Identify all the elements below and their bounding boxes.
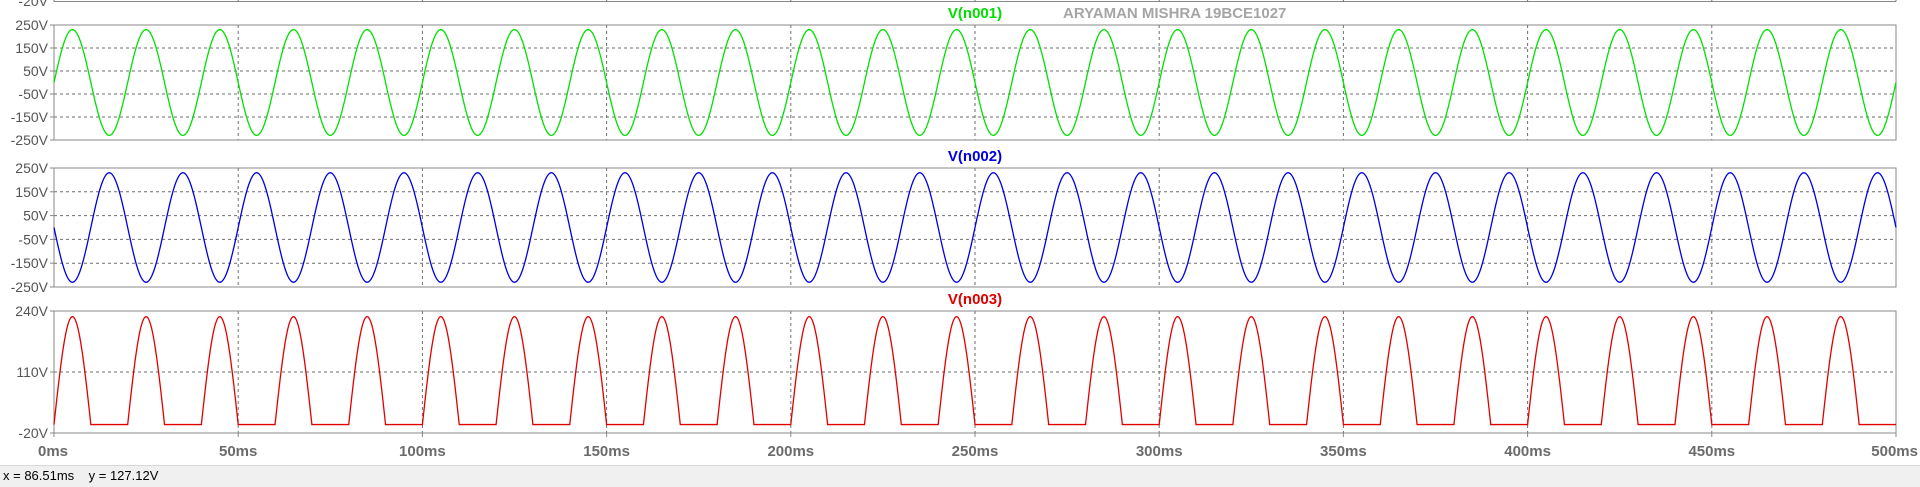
y-tick-label: 240V [15,303,48,319]
cursor-x-readout: x = 86.51ms [3,468,75,483]
y-tick-label: -250V [11,132,49,148]
trace-title[interactable]: V(n002) [948,148,1002,165]
y-tick-label: -150V [11,109,49,125]
plot-pane-2: 250V 150V 50V -50V -150V -250V V(n002) [11,148,1897,295]
series-line [53,28,1897,137]
y-tick-label: 150V [15,184,48,200]
watermark-text: ARYAMAN MISHRA 19BCE1027 [1063,5,1286,22]
status-bar: x = 86.51ms y = 127.12V [0,465,1920,487]
y-tick-label: -50V [18,86,48,102]
trace-title[interactable]: V(n001) [948,5,1002,22]
y-tick-label: 110V [16,364,48,380]
y-tick-label: 250V [15,160,48,176]
waveform-plot[interactable]: -20V 250V150V50V-50V-150V-250VV(n001)250… [0,0,1920,465]
x-tick-label: 50ms [219,443,257,460]
plot-pane-3: 240V 110V -20V V(n003) [15,291,1897,441]
y-tick-label: -20V [18,425,48,441]
y-tick-label: -250V [11,279,49,295]
y-tick-label: -150V [11,255,49,271]
x-tick-label: 150ms [583,443,630,460]
cursor-y-readout: y = 127.12V [88,468,159,483]
series-line [53,172,1897,283]
x-tick-label: 0ms [38,443,68,460]
y-tick-label: -20V [18,0,48,9]
previous-pane-remnant: -20V [18,0,1897,9]
trace-title[interactable]: V(n003) [948,291,1002,308]
y-tick-label: 250V [15,17,48,33]
y-tick-label: 50V [23,63,49,79]
y-tick-label: 50V [23,208,49,224]
x-axis: 0ms 50ms 100ms 150ms 200ms 250ms 300ms 350ms 400… [38,433,1918,460]
x-tick-label: 450ms [1688,443,1735,460]
x-tick-label: 300ms [1136,443,1183,460]
x-tick-label: 250ms [952,443,999,460]
x-tick-label: 500ms [1871,443,1918,460]
x-tick-label: 350ms [1320,443,1367,460]
y-tick-label: 150V [15,40,48,56]
y-tick-label: -50V [18,231,48,247]
plot-panes: 250V 150V 50V -50V -150V -250V V(n001) 250V 150V… [11,5,1897,441]
x-tick-label: 400ms [1504,443,1551,460]
series-line [53,315,1896,426]
plot-pane-1: 250V 150V 50V -50V -150V -250V V(n001) [11,5,1897,148]
x-tick-label: 100ms [399,443,446,460]
x-tick-label: 200ms [767,443,814,460]
